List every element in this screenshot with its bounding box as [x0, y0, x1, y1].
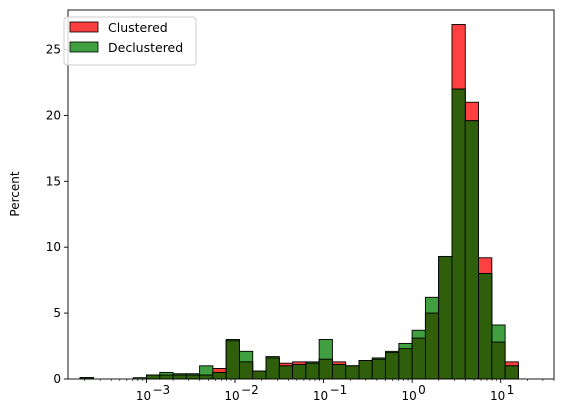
bar-overlap	[252, 370, 267, 380]
y-tick-label: 0	[53, 372, 61, 386]
y-axis: 0 5 10 15 20 25	[46, 43, 68, 386]
bar-overlap	[305, 362, 320, 380]
bar-overlap	[478, 273, 493, 380]
bar-overlap	[212, 371, 227, 380]
x-tick-exponent: −1	[330, 383, 348, 397]
bar-overlap	[398, 348, 413, 380]
y-tick-label: 25	[46, 43, 61, 57]
x-axis: 10 −3 10 −2 10 −1 10 0 10 1	[84, 379, 555, 403]
x-tick-label: 10	[224, 389, 239, 403]
y-tick-label: 15	[46, 174, 61, 188]
x-tick-label: 10	[401, 389, 416, 403]
bar-overlap	[199, 374, 214, 380]
bar-overlap	[278, 365, 294, 380]
x-tick-exponent: 0	[418, 383, 426, 397]
bar-overlap	[371, 358, 387, 380]
bar-overlap	[238, 361, 254, 380]
legend-swatch-declustered	[69, 41, 99, 53]
bar-overlap	[146, 374, 161, 380]
bar-overlap	[172, 374, 187, 380]
y-tick-label: 20	[46, 108, 61, 122]
bar-overlap	[265, 357, 280, 380]
legend: Clustered Declustered	[63, 16, 197, 66]
bar-overlap	[464, 120, 479, 380]
bar-overlap	[345, 365, 360, 380]
bar-overlap	[451, 88, 466, 380]
bar-overlap	[438, 255, 453, 380]
y-axis-label: Percent	[8, 171, 22, 216]
bar-overlap	[185, 374, 201, 380]
x-tick-label: 10	[313, 389, 328, 403]
x-tick-exponent: −3	[152, 383, 170, 397]
x-tick-exponent: −2	[241, 383, 259, 397]
x-tick-exponent: 1	[507, 383, 515, 397]
plot-frame	[67, 9, 555, 380]
legend-label-clustered: Clustered	[108, 20, 168, 35]
bar-overlap	[504, 365, 519, 380]
bar-overlap	[385, 352, 400, 380]
bar-overlap	[225, 340, 240, 380]
bar-overlap	[318, 358, 333, 380]
legend-swatch-clustered	[69, 21, 99, 33]
x-tick-label: 10	[490, 389, 505, 403]
legend-label-declustered: Declustered	[108, 40, 183, 55]
y-tick-label: 10	[46, 240, 61, 254]
bar-overlap	[424, 312, 440, 380]
bar-overlap	[331, 364, 347, 380]
bar-overlap	[491, 341, 506, 380]
bar-overlap	[292, 364, 307, 380]
y-tick-label: 5	[53, 306, 61, 320]
bar-overlap	[358, 360, 373, 380]
bar-overlap	[411, 337, 426, 380]
x-tick-label: 10	[136, 389, 151, 403]
bar-overlap	[159, 374, 174, 380]
